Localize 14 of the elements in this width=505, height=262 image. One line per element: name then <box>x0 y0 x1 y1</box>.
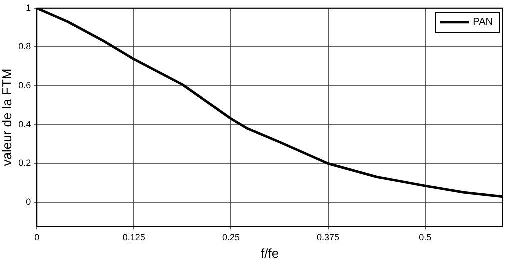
y-tick-label: 0.2 <box>18 158 32 168</box>
y-tick-label: 0.4 <box>18 119 32 130</box>
x-axis-title: f/fe <box>261 246 280 261</box>
legend-label: PAN <box>473 17 494 28</box>
y-axis-title: valeur de la FTM <box>0 68 14 166</box>
x-tick-label: 0.125 <box>122 232 146 242</box>
y-tick-label: 0.6 <box>18 80 32 90</box>
x-tick-label: 0 <box>34 232 40 242</box>
x-tick-label: 0.5 <box>419 232 432 242</box>
x-tick-label: 0.375 <box>317 232 340 242</box>
y-tick-label: 1 <box>26 2 32 13</box>
y-tick-label: 0 <box>26 196 32 207</box>
y-tick-label: 0.8 <box>18 42 32 52</box>
x-tick-label: 0.25 <box>222 232 240 242</box>
